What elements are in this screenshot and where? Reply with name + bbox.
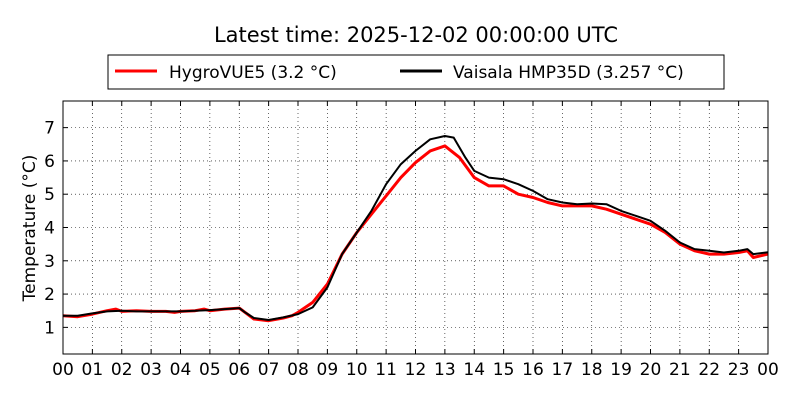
y-tick-label: 1 (44, 318, 55, 338)
y-tick-label: 4 (44, 219, 55, 239)
y-axis-label: Temperature (°C) (20, 155, 40, 303)
x-tick-label: 18 (581, 360, 603, 380)
legend: HygroVUE5 (3.2 °C) Vaisala HMP35D (3.257… (107, 54, 725, 90)
x-tick-label: 21 (669, 360, 691, 380)
series-lines (62, 135, 769, 323)
x-tick-label: 22 (698, 360, 720, 380)
x-tick-label: 14 (463, 360, 485, 380)
x-tick-label: 16 (522, 360, 544, 380)
x-tick-label: 03 (140, 360, 162, 380)
y-tick-label: 6 (44, 152, 55, 172)
x-axis: 00 01 02 03 04 05 06 07 08 09 10 11 12 13 14 15 16 17 18 19… (52, 101, 779, 380)
x-tick-label: 05 (199, 360, 221, 380)
x-tick-label: 10 (346, 360, 368, 380)
legend-label-vaisala: Vaisala HMP35D (3.257 °C) (453, 63, 684, 83)
x-tick-label: 00 (757, 360, 779, 380)
y-tick-label: 7 (44, 119, 55, 139)
x-tick-label: 09 (317, 360, 339, 380)
x-tick-label: 12 (405, 360, 427, 380)
legend-label-hygrovue5: HygroVUE5 (3.2 °C) (169, 63, 337, 83)
y-tick-label: 2 (44, 285, 55, 305)
x-tick-label: 23 (728, 360, 750, 380)
x-tick-label: 19 (610, 360, 632, 380)
y-tick-label: 3 (44, 252, 55, 272)
x-tick-label: 20 (640, 360, 662, 380)
x-tick-label: 13 (434, 360, 456, 380)
x-tick-label: 00 (52, 360, 74, 380)
y-axis: 1 2 3 4 5 6 7 (44, 119, 768, 338)
y-tick-label: 5 (44, 185, 55, 205)
series-line-1 (63, 135, 769, 321)
x-tick-label: 07 (258, 360, 280, 380)
x-tick-label: 11 (375, 360, 397, 380)
chart-title: Latest time: 2025-12-02 00:00:00 UTC (214, 23, 618, 47)
x-tick-label: 08 (287, 360, 309, 380)
x-tick-label: 02 (111, 360, 133, 380)
x-tick-label: 15 (493, 360, 515, 380)
x-tick-label: 04 (170, 360, 192, 380)
x-tick-label: 06 (228, 360, 250, 380)
x-tick-label: 17 (552, 360, 574, 380)
x-tick-label: 01 (82, 360, 104, 380)
